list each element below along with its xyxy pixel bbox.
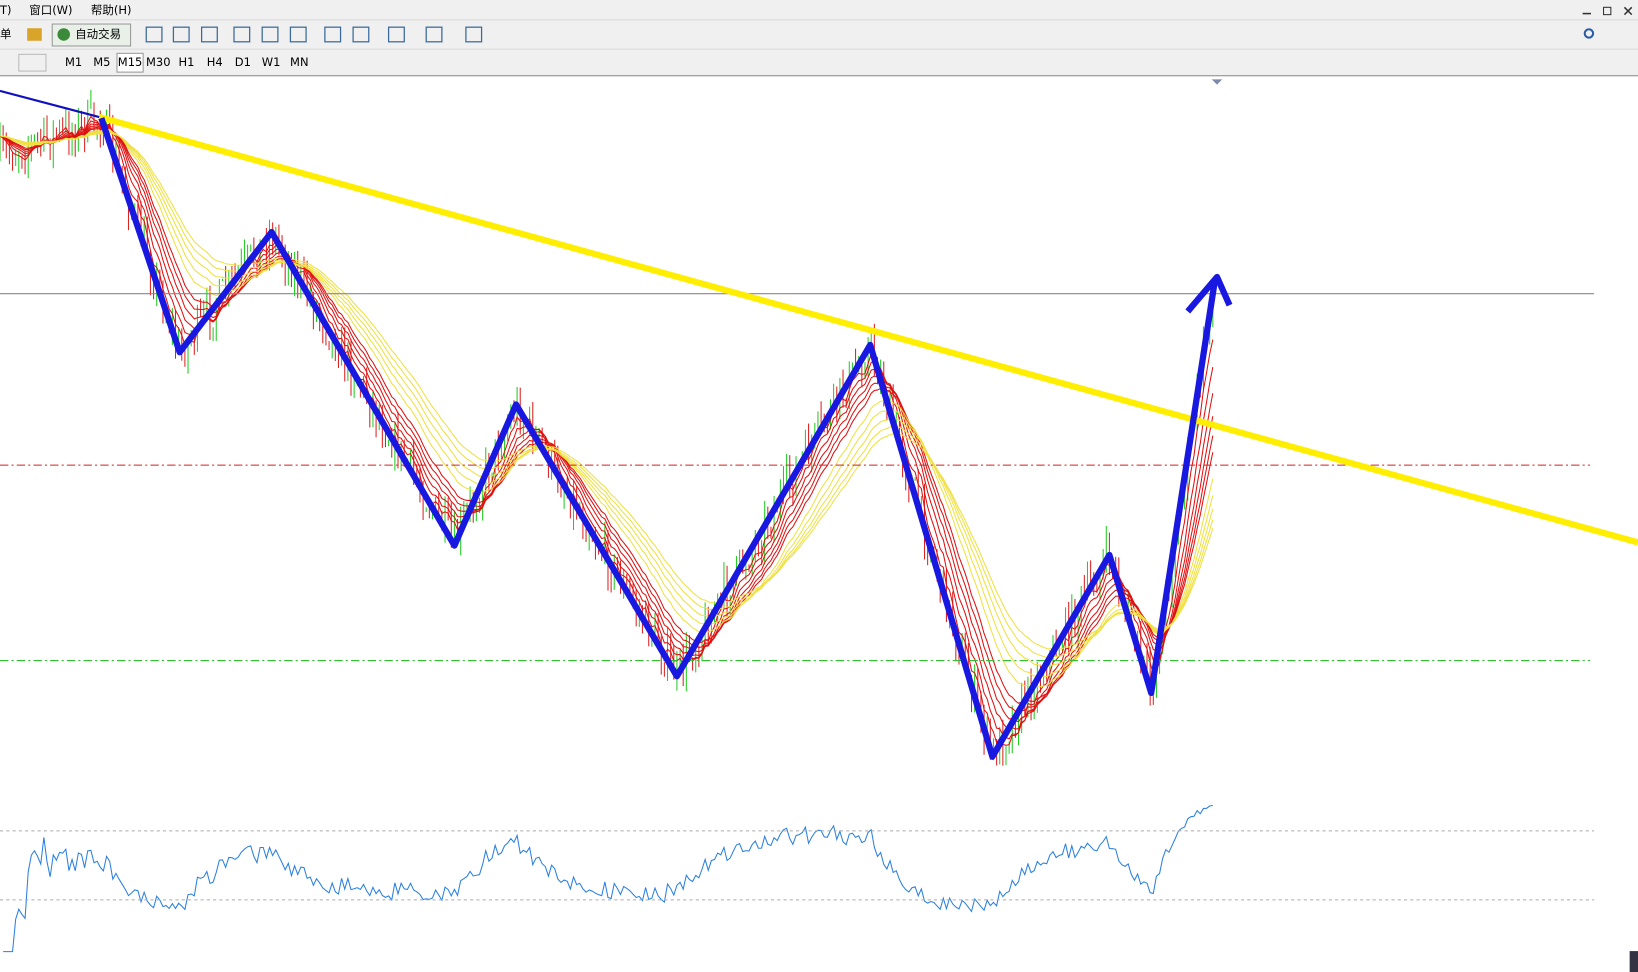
menu-item[interactable]: 窗口(W) (29, 3, 72, 17)
timeframe-button[interactable]: M15 (118, 55, 143, 69)
moving-average (0, 125, 1214, 723)
tool-icon[interactable] (425, 26, 443, 43)
tool-icon[interactable] (172, 26, 190, 43)
tool-icon[interactable] (465, 26, 483, 43)
auto-trade-button[interactable] (51, 23, 132, 47)
search-icon[interactable] (1583, 28, 1595, 39)
timeframe-button[interactable]: W1 (262, 55, 281, 69)
moving-average (0, 129, 1214, 689)
arrow-head (1185, 273, 1233, 314)
timeframe-button[interactable]: M1 (65, 55, 82, 69)
chart-tools[interactable] (18, 53, 47, 72)
timeframe-button[interactable]: H4 (207, 55, 223, 69)
timeframe-bar: M1 M5 M15 M30 H1 H4 D1 W1 MN (18, 52, 309, 73)
moving-average (0, 127, 1214, 704)
moving-average (0, 131, 1214, 659)
trend-line (0, 89, 100, 119)
moving-average (0, 123, 1214, 731)
menu-item[interactable]: T) (0, 3, 11, 17)
price-chart (0, 89, 1214, 953)
timeframe-button[interactable]: M30 (146, 55, 171, 69)
timeframe-button[interactable]: D1 (235, 55, 251, 69)
tool-icon[interactable] (324, 26, 342, 43)
toolbar-icons[interactable] (145, 26, 483, 43)
tool-icon[interactable] (200, 26, 218, 43)
tool-icon[interactable] (352, 26, 370, 43)
timeframe-button[interactable]: H1 (178, 55, 194, 69)
tool-icon[interactable] (289, 26, 307, 43)
scroll-marker (1629, 951, 1638, 972)
moving-average (0, 132, 1214, 650)
oscillator-line (3, 804, 1213, 953)
tool-icon[interactable] (233, 26, 251, 43)
shift-marker (1211, 79, 1223, 85)
tool-icon[interactable] (145, 26, 163, 43)
icon (27, 28, 42, 41)
order-button[interactable]: 单 (0, 27, 11, 41)
zigzag-line (98, 117, 1219, 760)
icon (57, 28, 70, 41)
active-timeframe (116, 52, 144, 73)
moving-average (0, 120, 1214, 740)
moving-average (0, 126, 1214, 714)
timeframe-button[interactable]: M5 (93, 55, 110, 69)
tool-icon[interactable] (387, 26, 405, 43)
menu-item[interactable]: 帮助(H) (91, 3, 132, 17)
tool-icon[interactable] (261, 26, 279, 43)
window-buttons[interactable] (1582, 6, 1633, 16)
moving-average (0, 130, 1214, 677)
moving-average (0, 131, 1214, 668)
trend-line (98, 114, 1638, 546)
auto-trade-label: 自动交易 (75, 27, 121, 41)
timeframe-button[interactable]: MN (290, 55, 308, 69)
toolbar-area (0, 0, 1638, 77)
